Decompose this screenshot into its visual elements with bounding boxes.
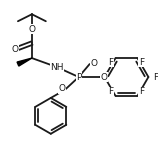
Text: O: O: [11, 45, 18, 54]
Text: O: O: [28, 25, 35, 34]
Polygon shape: [17, 58, 32, 66]
Text: NH: NH: [50, 62, 64, 72]
Text: O: O: [58, 84, 65, 93]
Text: F: F: [108, 87, 113, 97]
Text: F: F: [153, 73, 158, 81]
Text: O: O: [90, 59, 97, 68]
Text: F: F: [139, 87, 144, 97]
Text: F: F: [139, 57, 144, 67]
Text: F: F: [108, 57, 113, 67]
Text: O: O: [100, 73, 107, 81]
Text: P: P: [76, 73, 81, 81]
